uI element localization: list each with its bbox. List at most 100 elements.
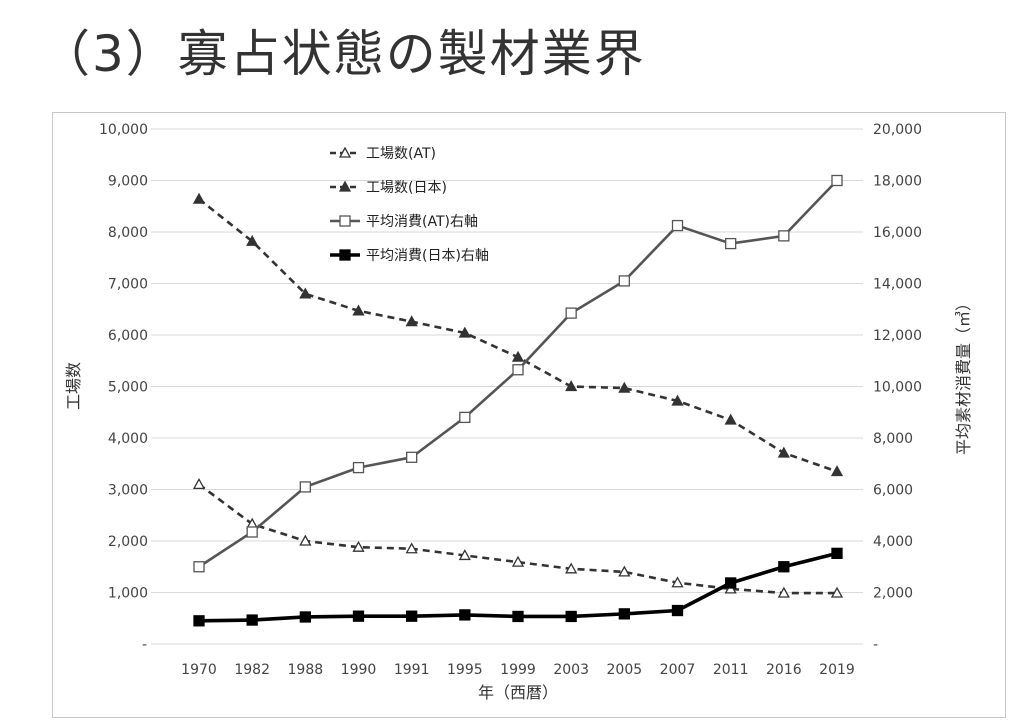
square-marker (671, 219, 684, 232)
square-marker (246, 526, 258, 538)
square-marker (512, 610, 524, 623)
right-tick-label: 14,000 (873, 277, 922, 293)
triangle-marker (671, 576, 684, 588)
square-marker (193, 615, 205, 627)
square-marker (725, 577, 737, 589)
triangle-marker (565, 380, 578, 392)
square-marker (565, 610, 577, 623)
legend-item: 平均消費(AT)右軸 (330, 214, 478, 230)
series-0 (192, 478, 844, 598)
legend-label: 平均消費(AT)右軸 (366, 214, 478, 230)
square-marker (299, 611, 311, 623)
left-tick-label: 3,000 (108, 483, 148, 499)
triangle-marker (352, 540, 365, 552)
triangle-marker (671, 394, 684, 406)
left-tick-label: 2,000 (108, 534, 148, 550)
right-tick-label: 20,000 (873, 122, 922, 138)
triangle-marker (777, 586, 790, 598)
left-tick-label: 1,000 (108, 586, 148, 602)
legend-item: 工場数(日本) (330, 180, 447, 196)
triangle-marker (192, 478, 206, 490)
square-marker (618, 608, 630, 620)
left-tick-label: 7,000 (108, 277, 148, 293)
legend-label: 工場数(日本) (366, 180, 447, 196)
square-marker (831, 174, 843, 187)
triangle-marker (405, 542, 418, 554)
square-marker (299, 481, 311, 493)
triangle-marker (830, 465, 844, 477)
x-tick-label: 1982 (234, 662, 270, 678)
x-tick-label: 2007 (660, 662, 696, 678)
square-marker (193, 561, 205, 573)
x-tick-label: 2011 (713, 662, 749, 678)
right-tick-label: 6,000 (873, 483, 913, 499)
square-marker (565, 307, 577, 319)
square-marker (339, 215, 351, 227)
slide-title: （3）寡占状態の製材業界 (40, 25, 646, 83)
x-tick-label: 1988 (288, 662, 324, 678)
right-axis-ticks: - 2,000 4,000 6,000 8,000 10,000 12,000 14,000 1… (873, 122, 922, 653)
triangle-marker (724, 413, 737, 425)
triangle-marker (405, 315, 418, 327)
triangle-marker (458, 326, 471, 338)
triangle-marker (830, 586, 844, 598)
triangle-marker (338, 180, 352, 192)
square-marker (339, 249, 351, 261)
triangle-marker (458, 549, 471, 561)
x-tick-label: 2019 (819, 662, 855, 678)
left-tick-label: 5,000 (108, 380, 148, 396)
triangle-marker (618, 381, 631, 393)
triangle-marker (299, 287, 312, 299)
left-tick-label: 9,000 (108, 174, 148, 190)
square-marker (831, 547, 843, 560)
right-tick-label: 2,000 (873, 586, 913, 602)
triangle-marker (338, 146, 352, 158)
square-marker (246, 614, 258, 626)
right-tick-label: 10,000 (873, 380, 922, 396)
triangle-marker (565, 562, 578, 574)
square-marker (459, 609, 471, 621)
square-marker (512, 364, 524, 376)
square-marker (778, 230, 790, 242)
triangle-marker (511, 555, 525, 567)
legend-label: 平均消費(日本)右軸 (366, 248, 489, 264)
x-tick-label: 1970 (181, 662, 217, 678)
triangle-marker (618, 565, 631, 577)
line-chart: - 1,000 2,000 3,000 4,000 5,000 6,000 7,000 8,00… (64, 122, 973, 702)
x-tick-label: 1991 (394, 662, 430, 678)
x-tick-label: 2003 (553, 662, 589, 678)
right-tick-label: 12,000 (873, 328, 922, 344)
right-tick-label: 16,000 (873, 225, 922, 241)
left-axis-ticks: - 1,000 2,000 3,000 4,000 5,000 6,000 7,000 8,00… (99, 122, 148, 653)
legend-item: 平均消費(日本)右軸 (330, 248, 489, 264)
square-marker (459, 411, 471, 424)
triangle-marker (511, 350, 525, 362)
chart-frame: - 1,000 2,000 3,000 4,000 5,000 6,000 7,000 8,00… (52, 112, 1006, 718)
square-marker (618, 275, 630, 287)
triangle-marker (246, 234, 259, 246)
x-tick-label: 1995 (447, 662, 483, 678)
x-axis-ticks: 1970 1982 1988 1990 1991 1995 1999 2003 2005 2007… (181, 662, 855, 678)
left-tick-label: 4,000 (108, 431, 148, 447)
left-tick-label: 10,000 (99, 122, 148, 138)
series-3 (193, 547, 843, 627)
legend-label: 工場数(AT) (366, 146, 436, 162)
x-tick-label: 1990 (341, 662, 377, 678)
square-marker (671, 604, 684, 617)
right-tick-label: 8,000 (873, 431, 913, 447)
series-group (192, 174, 844, 627)
series-line (198, 483, 837, 595)
left-tick-label: 6,000 (108, 328, 148, 344)
x-tick-label: 1999 (500, 662, 536, 678)
square-marker (352, 610, 365, 622)
x-axis-title: 年（西暦） (478, 683, 558, 702)
series-2 (193, 174, 843, 573)
legend-item: 工場数(AT) (330, 146, 436, 162)
square-marker (352, 461, 365, 474)
right-axis-title: 平均素材消費量（㎥） (954, 295, 973, 455)
square-marker (725, 237, 737, 250)
x-tick-label: 2005 (607, 662, 643, 678)
triangle-marker (352, 304, 365, 316)
triangle-marker (299, 534, 312, 546)
